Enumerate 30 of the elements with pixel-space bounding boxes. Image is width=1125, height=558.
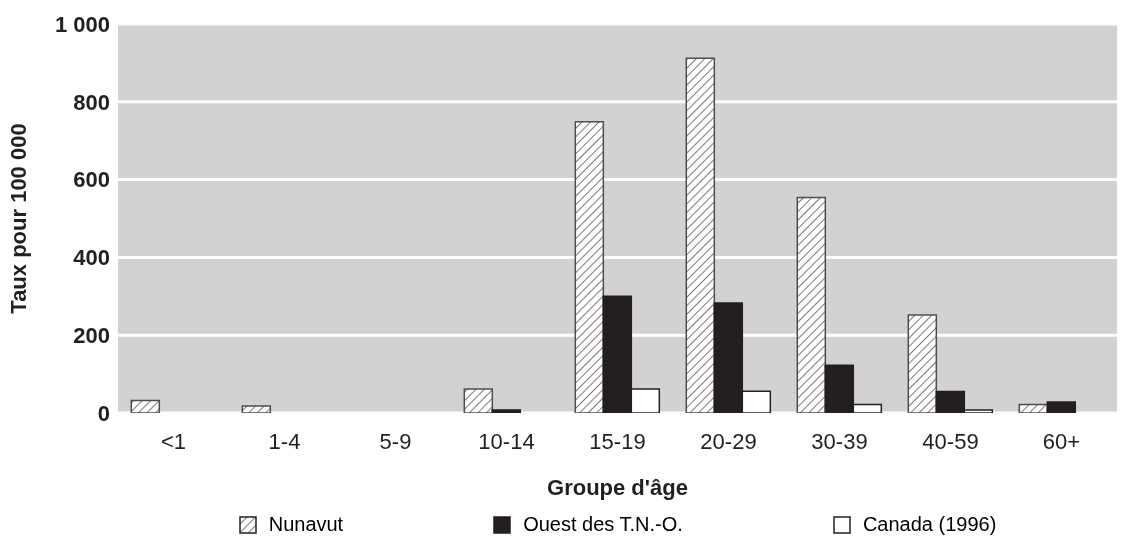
legend-label: Canada (1996) — [862, 513, 997, 536]
x-tick-label: <1 — [160, 428, 187, 454]
x-tick-label: 30-39 — [811, 428, 868, 454]
x-tick-label: 20-29 — [700, 428, 757, 454]
x-tick-label: 10-14 — [478, 428, 535, 454]
legend-label: Ouest des T.N.-O. — [523, 513, 683, 536]
bar — [574, 120, 605, 413]
bar — [130, 399, 161, 413]
bar — [907, 314, 938, 413]
y-tick-label: 600 — [73, 167, 110, 193]
y-tick-label: 1 000 — [54, 11, 110, 37]
bar — [463, 388, 494, 413]
x-tick-label: 15-19 — [589, 428, 646, 454]
y-tick-label: 800 — [73, 89, 110, 115]
bar — [685, 57, 716, 413]
x-tick-label: 1-4 — [268, 428, 301, 454]
bar — [1046, 401, 1077, 413]
bar — [491, 409, 522, 413]
x-tick-label: 60+ — [1042, 428, 1081, 454]
bar — [796, 196, 827, 413]
bar — [1018, 403, 1049, 413]
y-tick-label: 200 — [73, 323, 110, 349]
x-tick-label: 40-59 — [922, 428, 979, 454]
bar — [241, 405, 272, 413]
x-axis-title: Groupe d'âge — [547, 475, 688, 500]
legend-label: Nunavut — [268, 513, 344, 536]
y-tick-label: 0 — [97, 400, 110, 426]
y-axis-title: Taux pour 100 000 — [5, 123, 31, 314]
y-tick-label: 400 — [73, 245, 110, 271]
x-tick-label: 5-9 — [379, 428, 412, 454]
